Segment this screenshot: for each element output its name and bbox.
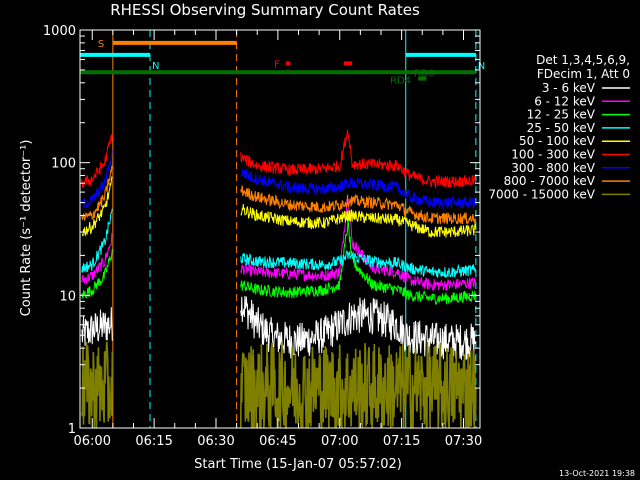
series-line-1-1: [240, 197, 477, 292]
series-line-4-0: [81, 175, 113, 237]
status-bar-label-0: S: [98, 39, 104, 50]
y-tick-label-1: 10: [59, 289, 76, 304]
x-tick-label-2: 06:30: [197, 434, 234, 449]
legend-label-0: 3 - 6 keV: [542, 81, 596, 95]
x-tick-label-1: 06:15: [135, 434, 172, 449]
status-bar-label-3: F: [274, 59, 280, 70]
legend: Det 1,3,4,5,6,9, FDecim 1, Att 0 3 - 6 k…: [488, 53, 630, 201]
legend-label-8: 7000 - 15000 keV: [488, 187, 595, 201]
legend-label-1: 6 - 12 keV: [534, 94, 596, 108]
series-line-4-1: [240, 203, 477, 239]
legend-header-1: Det 1,3,4,5,6,9,: [536, 53, 630, 67]
legend-label-5: 100 - 300 keV: [511, 148, 595, 162]
footer-timestamp: 13-Oct-2021 19:38: [559, 469, 635, 478]
x-tick-label-3: 06:45: [259, 434, 296, 449]
legend-header-2: FDecim 1, Att 0: [537, 67, 630, 81]
legend-label-7: 800 - 7000 keV: [504, 174, 596, 188]
chart-title: RHESSI Observing Summary Count Rates: [110, 1, 420, 19]
status-bar-label-6: RD4: [390, 76, 411, 87]
series-line-2-1: [240, 217, 477, 305]
plot-frame: [79, 29, 481, 429]
series-line-0-0: [81, 307, 113, 346]
series-line-7-0: [81, 165, 113, 221]
series-line-6-0: [81, 150, 113, 209]
legend-label-6: 300 - 800 keV: [511, 161, 595, 175]
series-line-8-1: [239, 341, 477, 430]
series-line-3-0: [81, 208, 113, 273]
legend-label-2: 12 - 25 keV: [527, 108, 596, 122]
y-tick-label-3: 1000: [43, 24, 76, 39]
y-axis-label: Count Rate (s⁻¹ detector⁻¹): [19, 140, 34, 317]
legend-label-3: 25 - 50 keV: [527, 121, 596, 135]
y-tick-label-0: 1: [68, 422, 76, 437]
x-tick-label-0: 06:00: [74, 434, 111, 449]
series-line-1-0: [81, 232, 113, 285]
series-line-5-1: [240, 129, 477, 190]
series-line-3-1: [240, 250, 477, 279]
x-tick-label-5: 07:15: [383, 434, 420, 449]
status-bar-label-2: N: [478, 61, 485, 72]
status-bar-label-5: RD0: [414, 68, 435, 79]
status-bar-label-1: N: [152, 61, 159, 72]
x-tick-label-4: 07:00: [321, 434, 358, 449]
series-line-5-0: [81, 133, 113, 188]
x-tick-label-6: 07:30: [445, 434, 482, 449]
series-line-0-1: [240, 295, 477, 360]
series-line-6-1: [240, 168, 477, 210]
x-axis: 06:00 06:15 06:30 06:45 07:00 07:15 07:30: [74, 30, 482, 449]
series-line-8-0: [81, 341, 114, 429]
x-axis-label: Start Time (15-Jan-07 05:57:02): [194, 457, 402, 472]
legend-label-4: 50 - 100 keV: [519, 134, 596, 148]
y-axis: 1 10 100 1000: [43, 24, 480, 437]
series-line-7-1: [240, 185, 477, 225]
y-tick-label-2: 100: [51, 157, 76, 172]
series-line-2-0: [81, 248, 113, 299]
